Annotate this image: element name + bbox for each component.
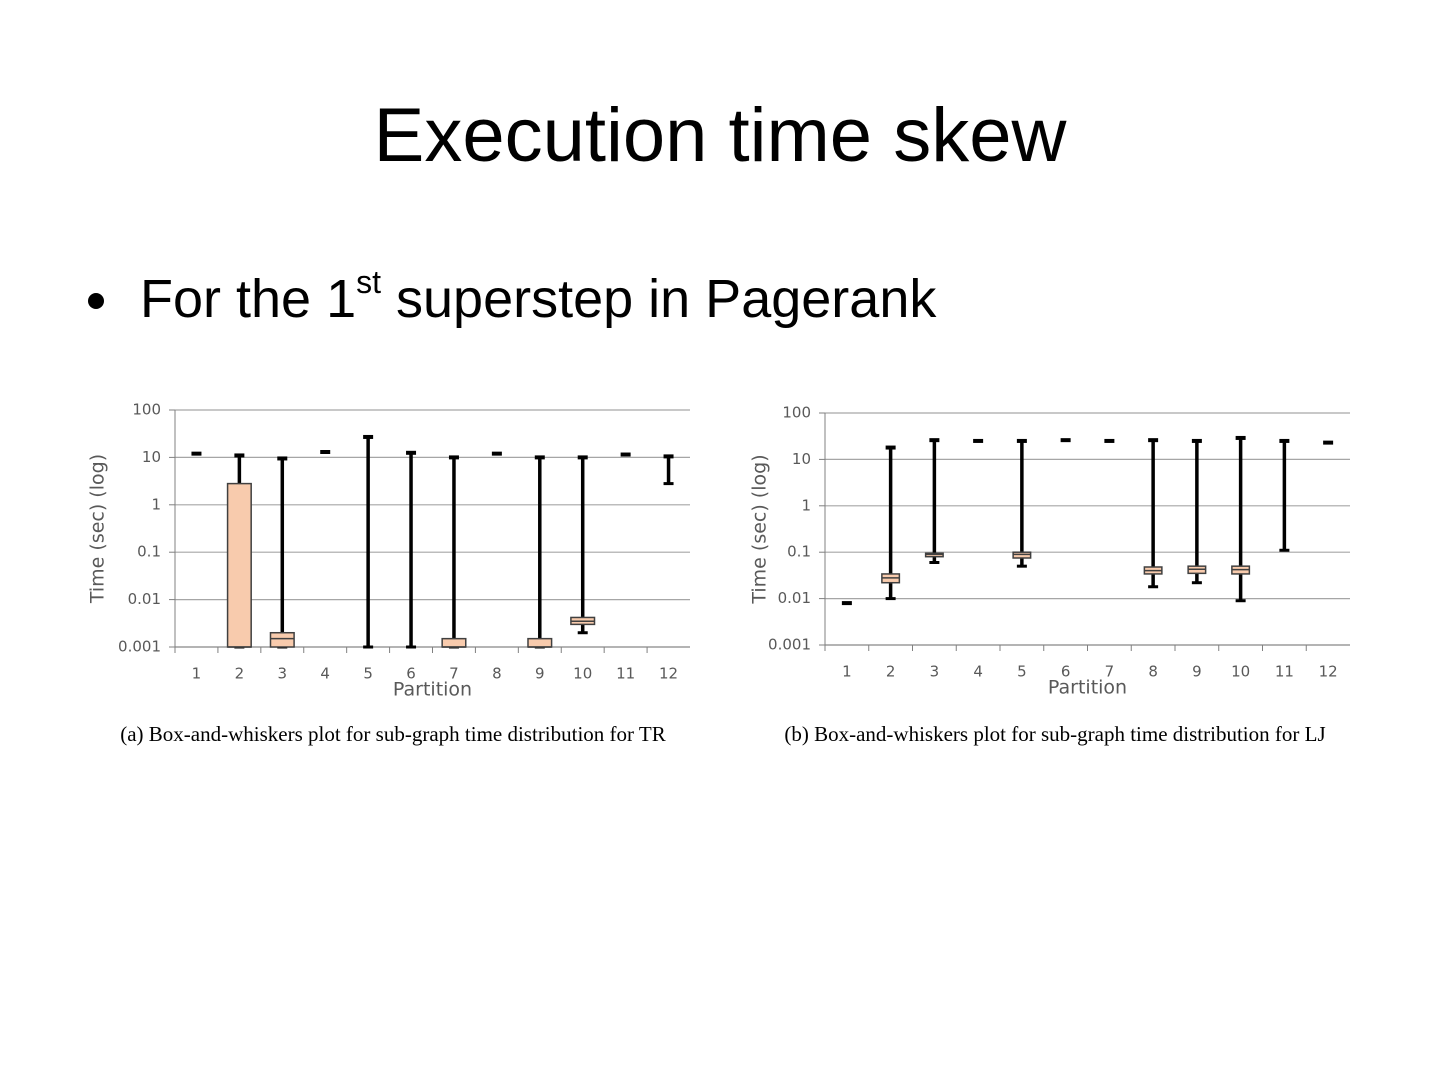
x-tick-label: 6: [406, 665, 416, 683]
x-tick-label: 9: [535, 665, 545, 683]
x-tick-label: 10: [573, 665, 592, 683]
x-tick-label: 3: [278, 665, 288, 683]
y-tick-label: 1: [801, 496, 811, 514]
bullet-text-part: For the 1: [140, 269, 357, 329]
x-tick-label: 5: [363, 665, 373, 683]
bullet-text-part: superstep in Pagerank: [381, 269, 937, 329]
x-tick-label: 8: [1148, 663, 1158, 681]
x-tick-label: 4: [320, 665, 330, 683]
bullet-text: For the 1st superstep in Pagerank: [140, 266, 937, 330]
chart-caption: (a) Box-and-whiskers plot for sub-graph …: [120, 722, 666, 746]
y-tick-label: 0.1: [137, 543, 161, 561]
y-axis-title: Time (sec) (log): [749, 454, 771, 604]
x-tick-label: 5: [1017, 663, 1027, 681]
x-tick-label: 1: [192, 665, 202, 683]
bullet-superscript: st: [356, 264, 381, 300]
y-tick-label: 0.1: [787, 543, 811, 561]
x-tick-label: 7: [449, 665, 459, 683]
box: [441, 637, 467, 648]
x-tick-label: 8: [492, 665, 502, 683]
box: [527, 637, 553, 648]
y-tick-label: 100: [782, 404, 811, 422]
x-tick-label: 11: [616, 665, 635, 683]
x-tick-label: 3: [930, 663, 940, 681]
slide-title: Execution time skew: [373, 93, 1067, 178]
x-tick-label: 12: [659, 665, 678, 683]
x-tick-label: 12: [1319, 663, 1338, 681]
x-tick-label: 2: [886, 663, 896, 681]
x-tick-label: 10: [1231, 663, 1250, 681]
x-tick-label: 2: [235, 665, 245, 683]
x-axis-title: Partition: [393, 679, 472, 701]
y-tick-label: 0.01: [128, 590, 161, 608]
x-tick-label: 9: [1192, 663, 1202, 681]
x-tick-label: 4: [973, 663, 983, 681]
y-tick-label: 0.001: [118, 638, 161, 656]
y-tick-label: 10: [792, 450, 811, 468]
y-tick-label: 100: [132, 401, 161, 419]
x-tick-label: 6: [1061, 663, 1071, 681]
x-tick-label: 1: [842, 663, 852, 681]
chart-caption: (b) Box-and-whiskers plot for sub-graph …: [784, 722, 1325, 746]
x-tick-label: 11: [1275, 663, 1294, 681]
y-tick-label: 0.001: [768, 636, 811, 654]
bullet-dot: [88, 293, 104, 309]
x-tick-label: 7: [1105, 663, 1115, 681]
box: [1012, 551, 1032, 559]
box: [226, 482, 252, 648]
x-axis-title: Partition: [1048, 677, 1127, 699]
y-tick-label: 1: [151, 495, 161, 513]
box: [269, 631, 295, 648]
y-tick-label: 10: [142, 448, 161, 466]
y-tick-label: 0.01: [778, 589, 811, 607]
y-axis-title: Time (sec) (log): [87, 454, 109, 604]
